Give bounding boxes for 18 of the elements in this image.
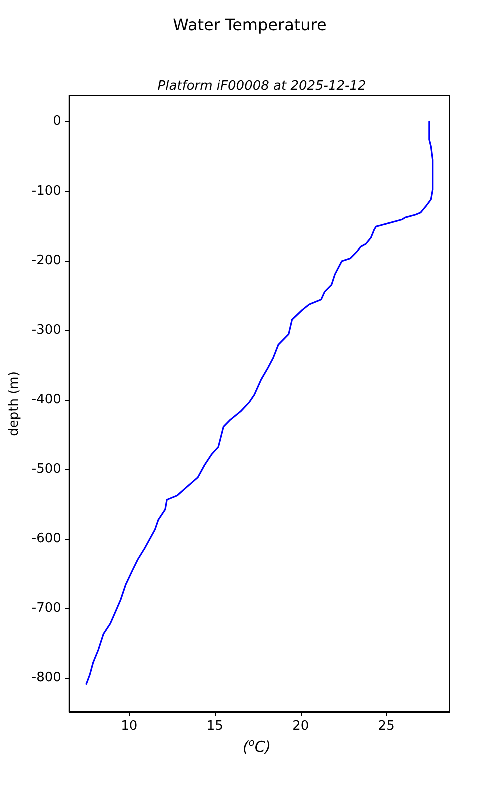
y-tick-label: -500 [32,462,62,477]
line-series [86,120,434,685]
y-axis-title: depth (m) [7,372,22,436]
y-tick-label: -800 [32,670,62,686]
y-tick-label: -700 [32,600,62,616]
x-tick-label: 20 [292,719,310,734]
x-tick-label: 25 [378,719,395,734]
y-tick-label: 0 [53,114,62,130]
y-tick-label: -100 [32,184,62,199]
chart-subtitle: Platform iF00008 at 2025-12-12 [158,79,366,94]
chart-title: Water Temperature [173,16,327,34]
y-tick-label: -600 [32,531,62,546]
x-tick-label: 10 [121,719,138,734]
x-tick-label: 15 [206,719,224,734]
y-tick-label: -200 [32,253,62,268]
y-tick-label: -400 [32,392,62,408]
y-tick-label: -300 [32,322,62,338]
x-axis-title: ($^{o}$C) [242,738,272,756]
